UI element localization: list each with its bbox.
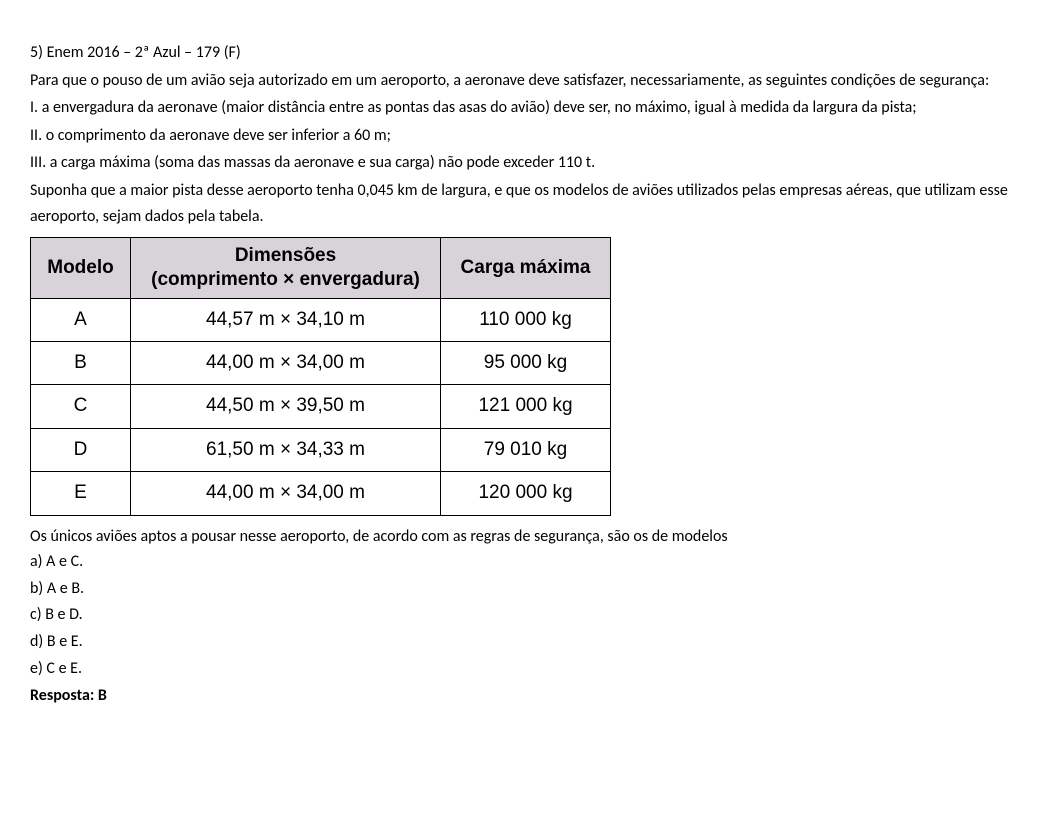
question-header: 5) Enem 2016 – 2ª Azul – 179 (F) bbox=[30, 40, 1034, 66]
option-b: b) A e B. bbox=[30, 576, 1034, 602]
cell-dims: 44,00 m × 34,00 m bbox=[131, 342, 441, 385]
cell-carga: 110 000 kg bbox=[441, 298, 611, 341]
cell-dims: 61,50 m × 34,33 m bbox=[131, 428, 441, 471]
table-row: B 44,00 m × 34,00 m 95 000 kg bbox=[31, 342, 611, 385]
col-header-dimensoes: Dimensões (comprimento × envergadura) bbox=[131, 238, 441, 299]
cell-dims: 44,57 m × 34,10 m bbox=[131, 298, 441, 341]
cell-modelo: B bbox=[31, 342, 131, 385]
table-row: D 61,50 m × 34,33 m 79 010 kg bbox=[31, 428, 611, 471]
table-row: E 44,00 m × 34,00 m 120 000 kg bbox=[31, 472, 611, 515]
cell-modelo: E bbox=[31, 472, 131, 515]
dims-line2: (comprimento × envergadura) bbox=[145, 268, 426, 292]
options-block: a) A e C. b) A e B. c) B e D. d) B e E. … bbox=[30, 549, 1034, 681]
cell-modelo: C bbox=[31, 385, 131, 428]
table-row: A 44,57 m × 34,10 m 110 000 kg bbox=[31, 298, 611, 341]
condition-1: I. a envergadura da aeronave (maior dist… bbox=[30, 95, 1034, 121]
dims-line1: Dimensões bbox=[145, 244, 426, 268]
cell-carga: 79 010 kg bbox=[441, 428, 611, 471]
option-e: e) C e E. bbox=[30, 656, 1034, 682]
col-header-modelo: Modelo bbox=[31, 238, 131, 299]
cell-carga: 121 000 kg bbox=[441, 385, 611, 428]
cell-carga: 120 000 kg bbox=[441, 472, 611, 515]
intro-text: Para que o pouso de um avião seja autori… bbox=[30, 68, 1034, 94]
option-c: c) B e D. bbox=[30, 602, 1034, 628]
suppose-text: Suponha que a maior pista desse aeroport… bbox=[30, 178, 1034, 229]
table-header-row: Modelo Dimensões (comprimento × envergad… bbox=[31, 238, 611, 299]
condition-2: II. o comprimento da aeronave deve ser i… bbox=[30, 123, 1034, 149]
question-body: Para que o pouso de um avião seja autori… bbox=[30, 68, 1034, 230]
col-header-carga: Carga máxima bbox=[441, 238, 611, 299]
cell-modelo: A bbox=[31, 298, 131, 341]
post-table-text: Os únicos aviões aptos a pousar nesse ae… bbox=[30, 524, 1034, 550]
cell-dims: 44,50 m × 39,50 m bbox=[131, 385, 441, 428]
cell-modelo: D bbox=[31, 428, 131, 471]
option-a: a) A e C. bbox=[30, 549, 1034, 575]
cell-carga: 95 000 kg bbox=[441, 342, 611, 385]
question-number-source: 5) Enem 2016 – 2ª Azul – 179 (F) bbox=[30, 43, 241, 62]
aircraft-table: Modelo Dimensões (comprimento × envergad… bbox=[30, 237, 611, 515]
option-d: d) B e E. bbox=[30, 629, 1034, 655]
table-row: C 44,50 m × 39,50 m 121 000 kg bbox=[31, 385, 611, 428]
answer-text: Resposta: B bbox=[30, 683, 1034, 709]
cell-dims: 44,00 m × 34,00 m bbox=[131, 472, 441, 515]
condition-3: III. a carga máxima (soma das massas da … bbox=[30, 150, 1034, 176]
